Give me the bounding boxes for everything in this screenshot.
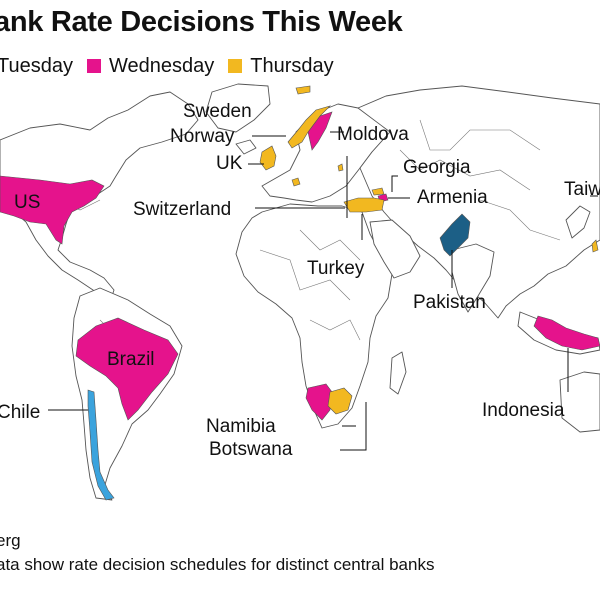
label-pakistan: Pakistan [413, 292, 486, 313]
label-chile: Chile [0, 402, 40, 423]
label-georgia: Georgia [403, 157, 471, 178]
madagascar [389, 351, 407, 395]
australia-edge [559, 371, 600, 433]
country-pakistan [439, 213, 471, 257]
country-taiwan [591, 239, 599, 253]
country-moldova [337, 163, 344, 172]
label-norway: Norway [170, 126, 235, 147]
iceland [235, 139, 257, 155]
label-indonesia: Indonesia [482, 400, 565, 421]
label-us: US [14, 192, 40, 213]
country-switzerland [291, 177, 301, 187]
label-namibia: Namibia [206, 416, 276, 437]
label-sweden: Sweden [183, 101, 252, 122]
country-brazil [75, 317, 179, 421]
label-taiwan: Taiw [564, 179, 600, 200]
label-moldova: Moldova [337, 124, 409, 145]
country-norway [287, 105, 332, 149]
footnote: ata show rate decision schedules for dis… [0, 555, 435, 574]
label-armenia: Armenia [417, 187, 488, 208]
country-turkey [343, 197, 385, 213]
tuesday-countries [87, 213, 471, 501]
arabian-peninsula [369, 219, 421, 279]
label-turkey: Turkey [307, 258, 365, 279]
greenland [205, 83, 271, 133]
arctic-patch [295, 85, 311, 95]
country-botswana [327, 387, 353, 415]
indian-subcontinent [451, 243, 495, 313]
country-namibia [305, 383, 333, 421]
country-us [0, 175, 105, 245]
legend-item-tuesday: Tuesday [0, 55, 73, 78]
africa-landmass [235, 203, 393, 429]
wednesday-swatch [86, 59, 101, 73]
legend-item-wednesday: Wednesday [86, 54, 215, 78]
source-line: erg [0, 531, 21, 550]
country-chile [87, 389, 115, 501]
legend: Tuesday Wednesday Thursday [0, 53, 348, 79]
legend-tuesday-label: Tuesday [0, 54, 73, 77]
leader-lines [48, 131, 598, 451]
country-georgia [371, 187, 385, 196]
country-indonesia [533, 315, 600, 351]
label-brazil: Brazil [107, 349, 155, 370]
label-botswana: Botswana [209, 439, 293, 460]
thursday-swatch [228, 59, 243, 73]
legend-wednesday-label: Wednesday [108, 54, 215, 77]
chart-title: ank Rate Decisions This Week [0, 6, 403, 38]
legend-item-thursday: Thursday [228, 54, 334, 78]
label-uk: UK [216, 153, 243, 174]
label-switzerland: Switzerland [133, 199, 231, 220]
country-uk [259, 145, 277, 171]
wednesday-countries [0, 111, 600, 421]
country-labels: Sweden Norway Moldova UK Georgia Armenia… [0, 101, 600, 460]
legend-thursday-label: Thursday [250, 54, 334, 77]
japan [565, 205, 591, 239]
